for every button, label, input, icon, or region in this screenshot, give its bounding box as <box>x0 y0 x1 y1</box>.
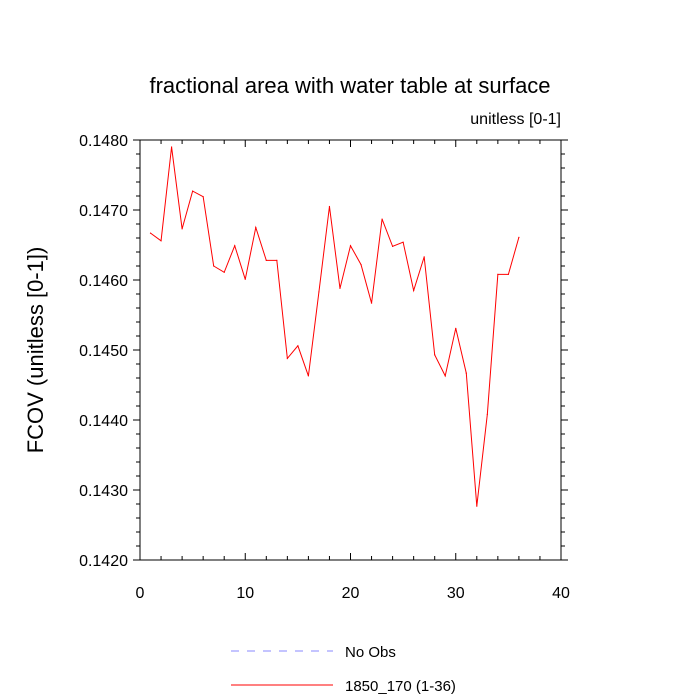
y-tick-label: 0.1440 <box>79 413 128 430</box>
data-point <box>381 218 383 220</box>
data-point <box>255 226 257 229</box>
data-point <box>434 354 436 356</box>
x-tick-label: 40 <box>552 585 570 602</box>
legend-label-1: 1850_170 (1-36) <box>345 678 456 695</box>
data-point <box>339 287 341 289</box>
data-point <box>402 241 404 243</box>
data-point <box>234 245 236 247</box>
x-tick-label: 30 <box>447 585 465 602</box>
chart-title: fractional area with water table at surf… <box>149 73 550 98</box>
data-point <box>413 289 415 292</box>
data-point <box>392 245 394 247</box>
data-point <box>181 228 183 230</box>
y-tick-label: 0.1480 <box>79 133 128 150</box>
series-line-0 <box>150 146 520 507</box>
data-point <box>444 375 446 377</box>
data-point <box>244 278 246 280</box>
legend: No Obs 1850_170 (1-36) <box>231 644 456 695</box>
data-point <box>455 327 457 329</box>
data-point <box>318 291 320 293</box>
data-point <box>497 273 499 275</box>
data-point <box>465 372 467 374</box>
data-point <box>349 245 352 247</box>
data-point <box>476 505 478 507</box>
data-point <box>486 413 488 415</box>
data-point <box>507 273 509 275</box>
data-point <box>202 196 204 198</box>
ticks-layer: 0 10 20 30 40 0.1420 0.1430 0.1440 0.1450 0.1460 0… <box>79 133 570 602</box>
data-point <box>518 236 520 238</box>
x-tick-label: 10 <box>236 585 254 602</box>
frame-layer <box>139 139 562 561</box>
y-tick-label: 0.1470 <box>79 203 128 220</box>
series-layer <box>149 146 520 507</box>
data-point <box>286 357 288 359</box>
data-point <box>276 259 278 261</box>
legend-label-0: No Obs <box>345 644 396 661</box>
y-axis-label: FCOV (unitless [0-1]) <box>23 247 48 454</box>
data-point <box>423 256 425 258</box>
data-point <box>160 240 162 242</box>
data-point <box>170 146 173 148</box>
data-point <box>307 375 309 377</box>
y-tick-label: 0.1460 <box>79 273 128 290</box>
data-point <box>265 259 267 261</box>
data-point <box>149 232 152 234</box>
x-tick-label: 20 <box>342 585 360 602</box>
y-tick-label: 0.1430 <box>79 483 128 500</box>
data-point <box>213 265 215 267</box>
data-point <box>297 345 299 347</box>
data-point <box>223 271 225 273</box>
data-point <box>192 190 194 192</box>
data-point <box>328 205 331 208</box>
y-tick-label: 0.1450 <box>79 343 128 360</box>
data-point <box>370 302 373 304</box>
x-tick-label: 0 <box>136 585 145 602</box>
chart-subtitle: unitless [0-1] <box>470 111 561 128</box>
data-point <box>360 264 362 266</box>
plot-frame <box>139 139 562 561</box>
y-tick-label: 0.1420 <box>79 553 128 570</box>
